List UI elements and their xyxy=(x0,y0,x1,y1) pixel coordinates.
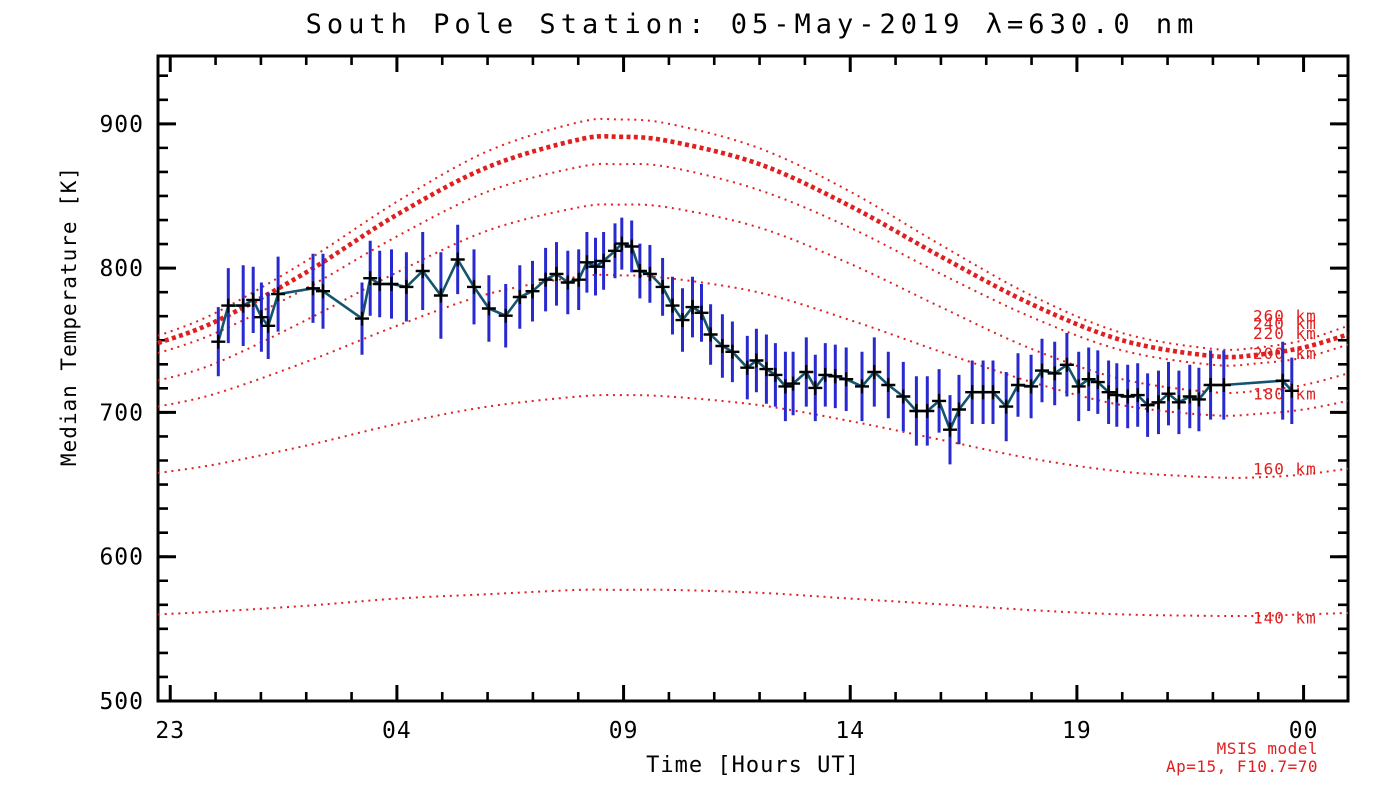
x-tick-label: 23 xyxy=(155,718,185,744)
y-tick-label: 800 xyxy=(99,256,144,282)
model-curve-200km xyxy=(157,203,1349,394)
y-tick-label: 600 xyxy=(99,545,144,571)
minor-ticks xyxy=(158,56,1348,701)
model-curve-220km xyxy=(157,162,1349,367)
y-axis-title: Median Temperature [K] xyxy=(57,166,81,466)
x-tick-label: 04 xyxy=(382,718,412,744)
data-markers xyxy=(211,236,1299,437)
model-curve-160km xyxy=(157,394,1349,479)
x-tick-label: 09 xyxy=(609,718,639,744)
chart-title: South Pole Station: 05-May-2019 λ=630.0 … xyxy=(306,9,1199,40)
x-tick-label: 14 xyxy=(835,718,865,744)
altitude-label-160km: 160 km xyxy=(1253,460,1317,479)
y-tick-label: 700 xyxy=(99,400,144,426)
y-tick-label: 500 xyxy=(99,689,144,715)
x-axis-title: Time [Hours UT] xyxy=(646,753,860,778)
data-line xyxy=(217,242,1293,431)
altitude-label-140km: 140 km xyxy=(1253,608,1317,627)
model-curve-260km xyxy=(157,117,1349,351)
altitude-label-240km: 240 km xyxy=(1253,314,1317,333)
model-curve-140km xyxy=(157,588,1349,618)
axes-frame xyxy=(156,54,1350,703)
msis-model-annotation: MSIS model xyxy=(1217,739,1318,758)
altitude-label-220km: 220 km xyxy=(1253,324,1317,343)
altitude-label-180km: 180 km xyxy=(1253,385,1317,404)
msis-params-annotation: Ap=15, F10.7=70 xyxy=(1166,757,1318,776)
x-tick-label: 19 xyxy=(1062,718,1092,744)
altitude-label-260km: 260 km xyxy=(1253,307,1317,326)
y-tick-label: 900 xyxy=(99,112,144,138)
model-curve-240km xyxy=(157,133,1349,360)
altitude-label-200km: 200 km xyxy=(1253,344,1317,363)
x-tick-label: 00 xyxy=(1289,718,1319,744)
model-curve-180km xyxy=(157,273,1349,417)
